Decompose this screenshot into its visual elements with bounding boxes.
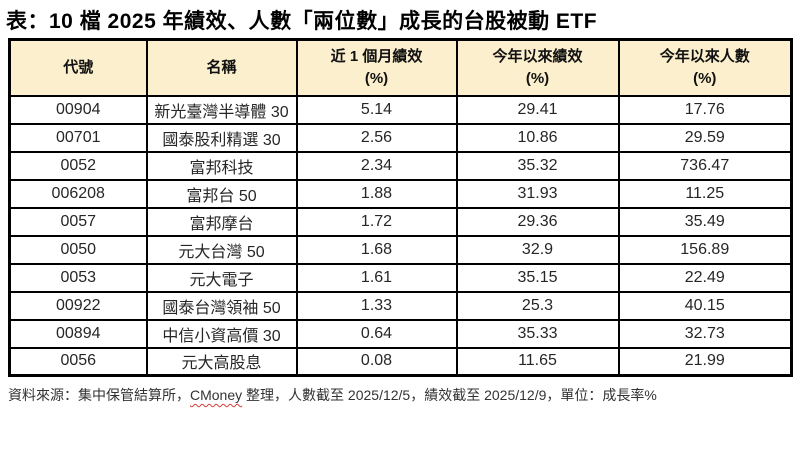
column-header-unit: (%)	[364, 69, 389, 87]
cell-ytd-holders: 22.49	[617, 262, 793, 293]
table-row: 0056 元大高股息 0.08 11.65 21.99	[8, 346, 793, 377]
column-header-label: 今年以來績效	[492, 48, 583, 65]
etf-table: 代號 名稱 近 1 個月績效 (%) 今年以來績效 (%) 今年以來人數	[8, 38, 793, 377]
table-row: 00922 國泰台灣領袖 50 1.33 25.3 40.15	[8, 290, 793, 321]
cell-ytd-holders: 17.76	[617, 94, 793, 125]
cell-ytd-holders: 40.15	[617, 290, 793, 321]
cell-name: 新光臺灣半導體 30	[145, 94, 298, 125]
cell-1m-return: 1.61	[295, 262, 458, 293]
cell-code: 0053	[8, 262, 148, 293]
cell-ytd-return: 11.65	[455, 346, 620, 377]
cell-code: 00894	[8, 318, 148, 349]
cell-ytd-return: 35.32	[455, 150, 620, 181]
cell-code: 0050	[8, 234, 148, 265]
cell-ytd-holders: 21.99	[617, 346, 793, 377]
cell-1m-return: 2.56	[295, 122, 458, 153]
cell-ytd-return: 32.9	[455, 234, 620, 265]
cell-1m-return: 1.33	[295, 290, 458, 321]
column-header-unit: (%)	[525, 69, 550, 87]
table-row: 00904 新光臺灣半導體 30 5.14 29.41 17.76	[8, 94, 793, 125]
table-title: 表：10 檔 2025 年績效、人數「兩位數」成長的台股被動 ETF	[6, 10, 598, 33]
table-row: 0052 富邦科技 2.34 35.32 736.47	[8, 150, 793, 181]
column-header-unit: (%)	[693, 69, 717, 87]
cell-ytd-return: 29.41	[455, 94, 620, 125]
column-header-label: 代號	[63, 58, 94, 76]
column-header-1m-return: 近 1 個月績效 (%)	[295, 38, 458, 97]
cell-1m-return: 1.88	[295, 178, 458, 209]
cell-ytd-return: 25.3	[455, 290, 620, 321]
table-row: 0050 元大台灣 50 1.68 32.9 156.89	[8, 234, 793, 265]
cell-code: 006208	[8, 178, 148, 209]
source-note-prefix: 資料來源：集中保管結算所，	[8, 387, 190, 403]
cell-1m-return: 2.34	[295, 150, 458, 181]
cell-code: 00922	[8, 290, 148, 321]
column-header-ytd-holders: 今年以來人數 (%)	[617, 38, 793, 97]
column-header-ytd-return: 今年以來績效 (%)	[455, 38, 620, 97]
cell-code: 00904	[8, 94, 148, 125]
cmoney-text: CMoney	[190, 387, 243, 403]
cell-ytd-holders: 736.47	[617, 150, 793, 181]
table-row: 006208 富邦台 50 1.88 31.93 11.25	[8, 178, 793, 209]
column-header-label: 名稱	[206, 58, 237, 76]
cell-1m-return: 1.68	[295, 234, 458, 265]
cell-1m-return: 0.08	[295, 346, 458, 377]
cell-1m-return: 1.72	[295, 206, 458, 237]
cell-1m-return: 0.64	[295, 318, 458, 349]
cell-ytd-return: 29.36	[455, 206, 620, 237]
header-row: 代號 名稱 近 1 個月績效 (%) 今年以來績效 (%) 今年以來人數	[8, 38, 793, 97]
cell-name: 中信小資高價 30	[145, 318, 298, 349]
column-header-label: 今年以來人數	[659, 48, 750, 65]
column-header-label: 近 1 個月績效	[330, 48, 423, 65]
table-row: 0053 元大電子 1.61 35.15 22.49	[8, 262, 793, 293]
cell-name: 富邦科技	[145, 150, 298, 181]
cell-name: 富邦摩台	[145, 206, 298, 237]
cell-name: 元大台灣 50	[145, 234, 298, 265]
table-header: 代號 名稱 近 1 個月績效 (%) 今年以來績效 (%) 今年以來人數	[8, 38, 793, 97]
source-note-suffix: 整理，人數截至 2025/12/5，績效截至 2025/12/9，單位：成長率%	[242, 387, 657, 403]
cell-name: 國泰台灣領袖 50	[145, 290, 298, 321]
table-row: 0057 富邦摩台 1.72 29.36 35.49	[8, 206, 793, 237]
cell-code: 0052	[8, 150, 148, 181]
cell-ytd-holders: 29.59	[617, 122, 793, 153]
cell-name: 富邦台 50	[145, 178, 298, 209]
cell-ytd-return: 31.93	[455, 178, 620, 209]
cell-code: 00701	[8, 122, 148, 153]
table-row: 00701 國泰股利精選 30 2.56 10.86 29.59	[8, 122, 793, 153]
column-header-code: 代號	[8, 38, 148, 97]
column-header-name: 名稱	[145, 38, 298, 97]
cell-ytd-holders: 35.49	[617, 206, 793, 237]
source-note: 資料來源：集中保管結算所，CMoney 整理，人數截至 2025/12/5，績效…	[0, 377, 800, 405]
cell-name: 國泰股利精選 30	[145, 122, 298, 153]
cell-ytd-return: 10.86	[455, 122, 620, 153]
table-row: 00894 中信小資高價 30 0.64 35.33 32.73	[8, 318, 793, 349]
cell-ytd-holders: 11.25	[617, 178, 793, 209]
cell-ytd-holders: 32.73	[617, 318, 793, 349]
table-body: 00904 新光臺灣半導體 30 5.14 29.41 17.76 00701 …	[8, 94, 793, 377]
cell-code: 0057	[8, 206, 148, 237]
cell-name: 元大電子	[145, 262, 298, 293]
cell-ytd-return: 35.15	[455, 262, 620, 293]
cell-name: 元大高股息	[145, 346, 298, 377]
cell-1m-return: 5.14	[295, 94, 458, 125]
cell-ytd-return: 35.33	[455, 318, 620, 349]
cell-ytd-holders: 156.89	[617, 234, 793, 265]
cell-code: 0056	[8, 346, 148, 377]
